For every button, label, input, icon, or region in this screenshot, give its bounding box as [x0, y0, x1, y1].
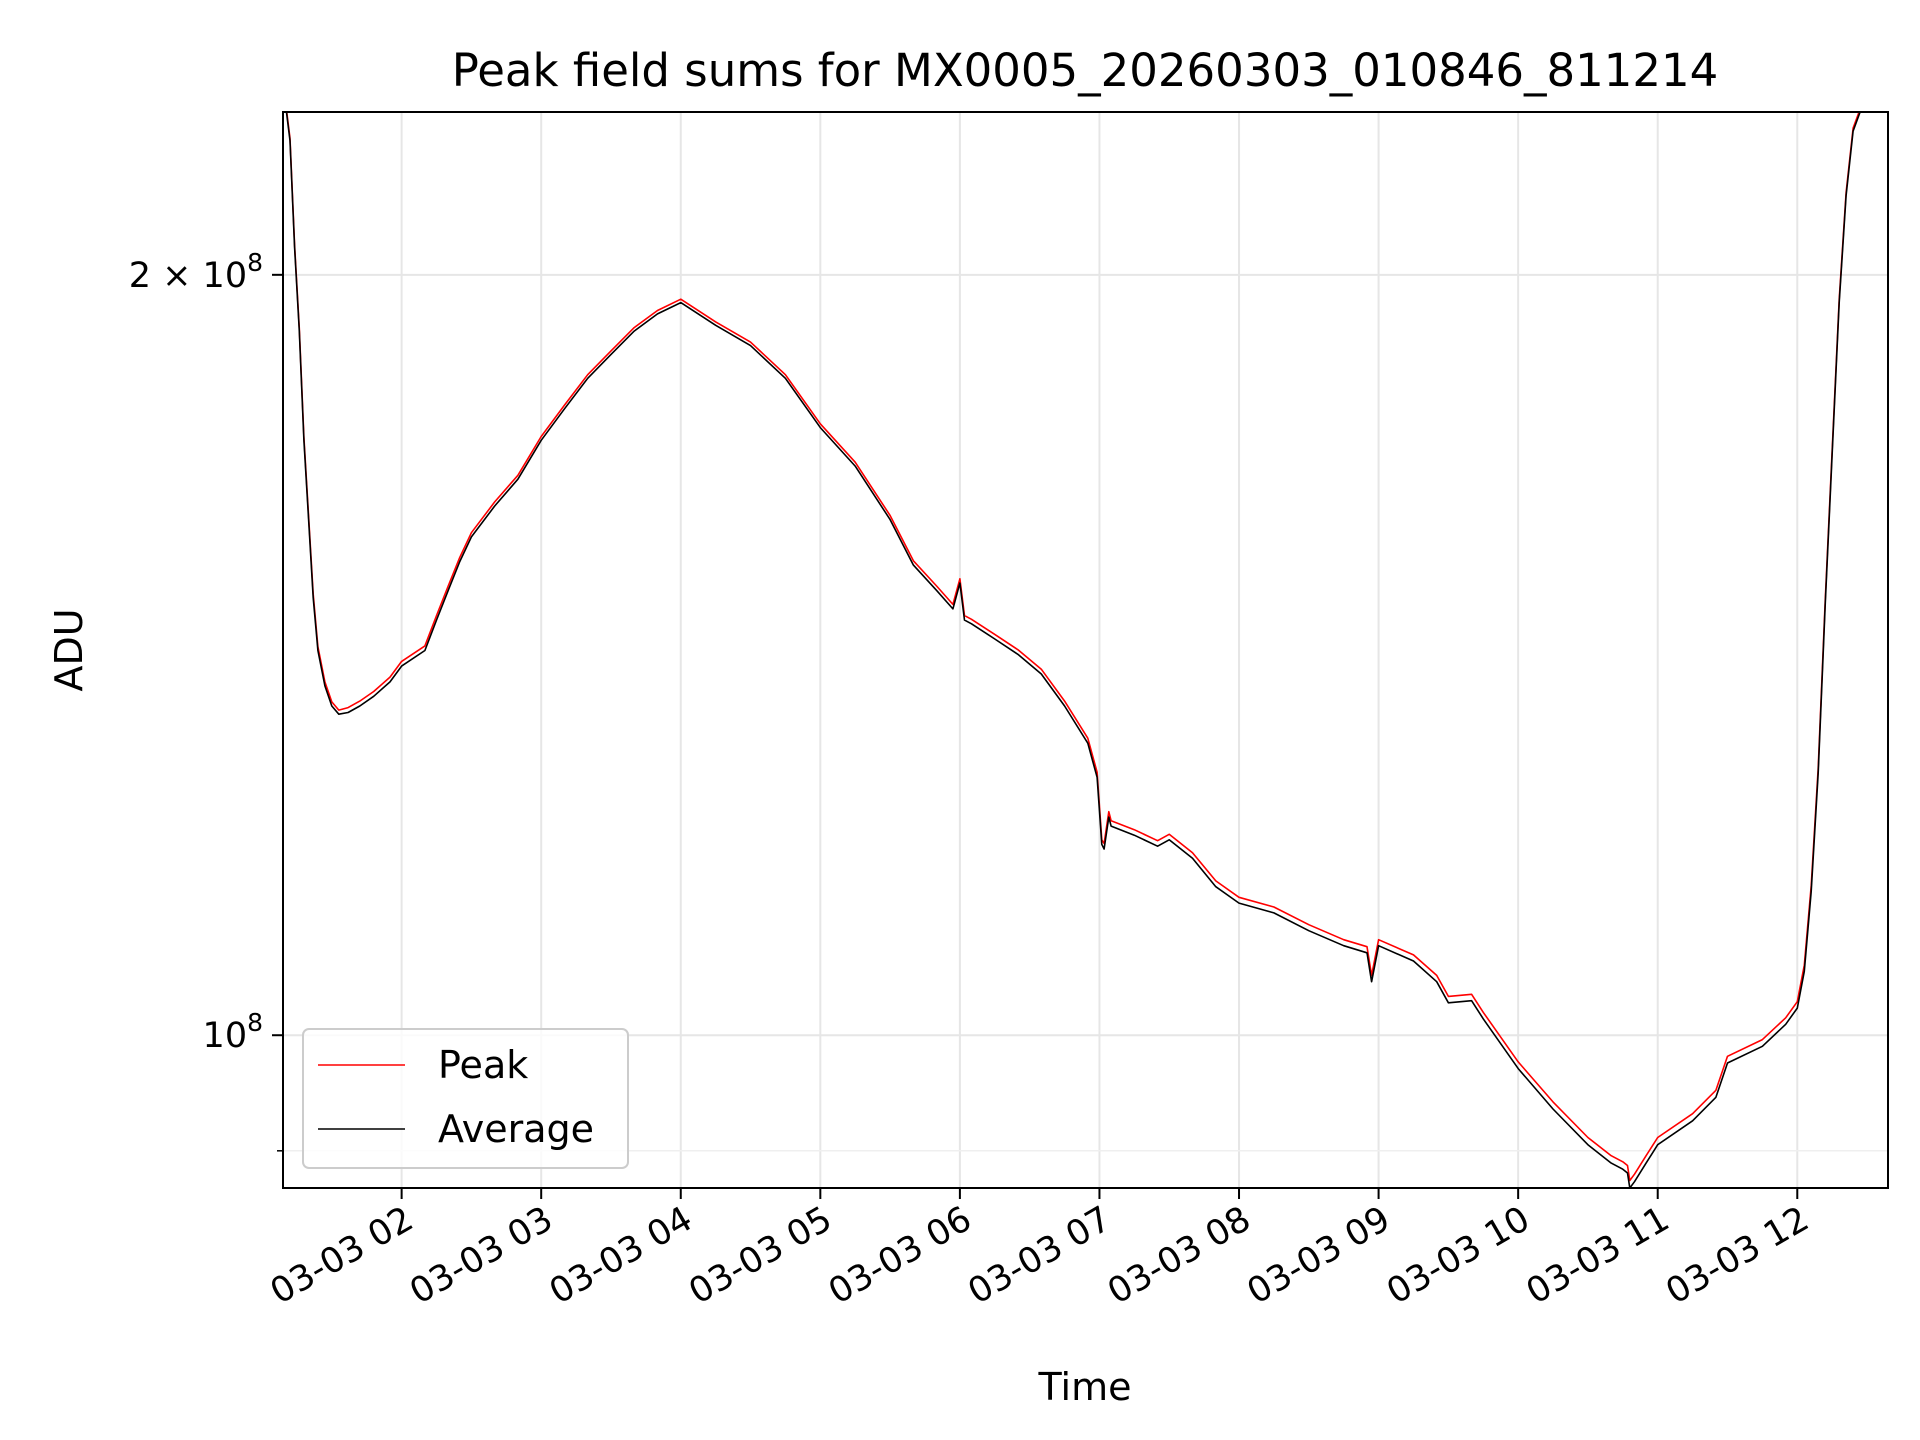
legend-label-peak: Peak	[438, 1043, 528, 1087]
y-tick-exponent: 8	[247, 248, 263, 277]
y-tick-exponent: 8	[247, 1008, 263, 1037]
y-tick-mantissa: 10	[203, 1016, 248, 1056]
y-tick-label: 2 × 108	[129, 248, 263, 296]
y-axis-label: ADU	[47, 608, 91, 691]
legend-label-average: Average	[438, 1107, 594, 1151]
legend: Peak Average	[303, 1029, 628, 1168]
x-axis-label: Time	[1038, 1365, 1132, 1409]
chart-title: Peak field sums for MX0005_20260303_0108…	[452, 44, 1719, 97]
y-tick-mantissa: 2 × 10	[129, 256, 247, 296]
